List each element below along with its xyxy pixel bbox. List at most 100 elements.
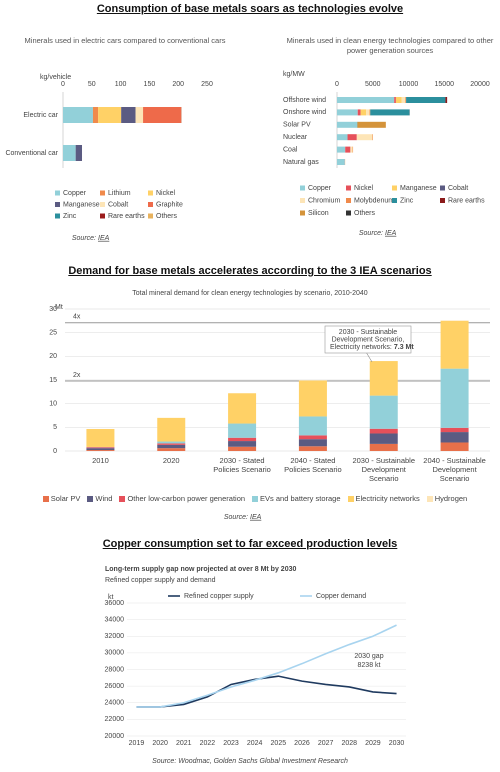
x-tick-label: 2030 <box>389 740 405 747</box>
x-tick-label: 2026 <box>294 740 310 747</box>
bar-segment <box>357 109 361 116</box>
reference-label: 2x <box>73 372 81 379</box>
legend-swatch <box>346 198 351 203</box>
bar-segment <box>92 107 99 123</box>
y-tick-label: 22000 <box>105 716 125 723</box>
bar-segment <box>337 121 358 128</box>
bar-segment <box>98 107 122 123</box>
bar-segment <box>337 159 345 165</box>
legend-item: Other low-carbon power generation <box>119 494 245 503</box>
x-tick-label: 50 <box>88 81 96 88</box>
source-link[interactable]: IEA <box>98 235 110 242</box>
source-label: Source: <box>72 235 96 242</box>
legend-label: Others <box>156 213 178 220</box>
y-tick-label: 34000 <box>105 616 125 623</box>
bar-segment <box>157 443 186 445</box>
bar-segment <box>86 450 115 451</box>
legend-label: Copper <box>308 185 332 192</box>
bar-segment <box>369 443 398 451</box>
x-tick-label: 2030 - Sustainable Development Scenario <box>352 456 416 483</box>
bar-segment <box>121 107 136 123</box>
bar-segment <box>369 428 398 434</box>
x-tick-label: 2040 - Stated Policies Scenario <box>284 456 342 474</box>
annotation-text: Development Scenario, <box>332 336 405 343</box>
source-label: Source: <box>224 514 248 521</box>
bar-segment <box>228 423 257 438</box>
x-tick-label: 250 <box>201 81 213 88</box>
y-tick-label: 15 <box>49 377 57 384</box>
x-tick-label: 15000 <box>435 81 455 88</box>
x-tick-label: 100 <box>115 81 127 88</box>
chart-title: Minerals used in clean energy technologi… <box>286 36 494 55</box>
bar-segment <box>157 441 186 444</box>
annotation-text: Electricity networks: <box>330 344 392 351</box>
y-tick-label: 30 <box>49 306 57 313</box>
y-tick-label: 28000 <box>105 666 125 673</box>
bar-segment <box>228 441 257 447</box>
bar-segment <box>440 432 469 443</box>
x-tick-label: 150 <box>144 81 156 88</box>
y-axis-label: kt <box>108 594 114 601</box>
legend-label: Rare earths <box>448 197 485 204</box>
bar-segment <box>440 442 469 451</box>
legend-label: Zinc <box>400 197 414 204</box>
legend-item: EVs and battery storage <box>252 494 341 503</box>
bar-segment <box>369 361 398 396</box>
x-tick-label: 2022 <box>200 740 216 747</box>
category-label: Solar PV <box>283 122 311 129</box>
bar-segment <box>369 433 398 444</box>
source-link[interactable]: IEA <box>250 514 262 521</box>
y-tick-label: 20000 <box>105 733 125 740</box>
annotation-text: 2030 gap <box>354 653 383 660</box>
bar-segment <box>75 145 83 161</box>
bar-segment <box>337 97 395 103</box>
legend-label: Cobalt <box>448 185 468 192</box>
bar-segment <box>143 107 182 123</box>
bar-segment <box>345 146 351 153</box>
x-tick-label: 200 <box>172 81 184 88</box>
bar-segment <box>157 448 186 451</box>
legend-swatch <box>100 190 105 196</box>
bar-segment <box>401 97 406 103</box>
legend-swatch <box>42 495 49 502</box>
source: Source: Woodmac, Golden Sachs Global Inv… <box>152 758 348 765</box>
legend-label: Silicon <box>308 210 329 217</box>
legend-swatch <box>426 495 433 502</box>
category-label: Onshore wind <box>283 109 326 116</box>
x-tick-label: 2019 <box>129 740 145 747</box>
x-axis-label: kg/vehicle <box>40 74 71 81</box>
source-link[interactable]: IEA <box>385 230 397 237</box>
legend-label: Wind <box>95 494 113 503</box>
reference-label: 4x <box>73 314 81 321</box>
section-heading: Consumption of base metals soars as tech… <box>96 3 404 15</box>
x-tick-label: 10000 <box>399 81 419 88</box>
x-tick-label: 2021 <box>176 740 192 747</box>
legend-swatch <box>346 185 351 191</box>
chart-title: Long-term supply gap now projected at ov… <box>105 566 296 573</box>
x-tick-label: 2027 <box>318 740 334 747</box>
annotation-value: 7.3 Mt <box>394 344 415 351</box>
legend-label: Lithium <box>108 190 131 197</box>
bar-segment <box>356 134 373 141</box>
y-axis-label: Mt <box>55 304 63 311</box>
y-tick-label: 26000 <box>105 683 125 690</box>
legend-label: Copper <box>63 190 87 197</box>
legend-label: Molybdenum <box>354 197 394 204</box>
bar-segment <box>157 417 186 442</box>
legend-label: Chromium <box>308 197 340 204</box>
bar-segment <box>228 446 257 451</box>
x-tick-label: 2020 <box>152 740 168 747</box>
bar-segment <box>337 134 348 141</box>
legend-label: Refined copper supply <box>184 593 254 600</box>
legend-swatch <box>148 202 153 207</box>
bar-segment <box>157 444 186 449</box>
legend-swatch <box>148 190 153 196</box>
bar-segment <box>440 320 469 369</box>
bar-segment <box>86 428 115 447</box>
chart-title: Minerals used in electric cars compared … <box>24 36 226 45</box>
legend-swatch <box>87 495 94 502</box>
x-tick-label: 2023 <box>223 740 239 747</box>
bar-segment <box>445 97 448 103</box>
bar-segment <box>228 393 257 424</box>
